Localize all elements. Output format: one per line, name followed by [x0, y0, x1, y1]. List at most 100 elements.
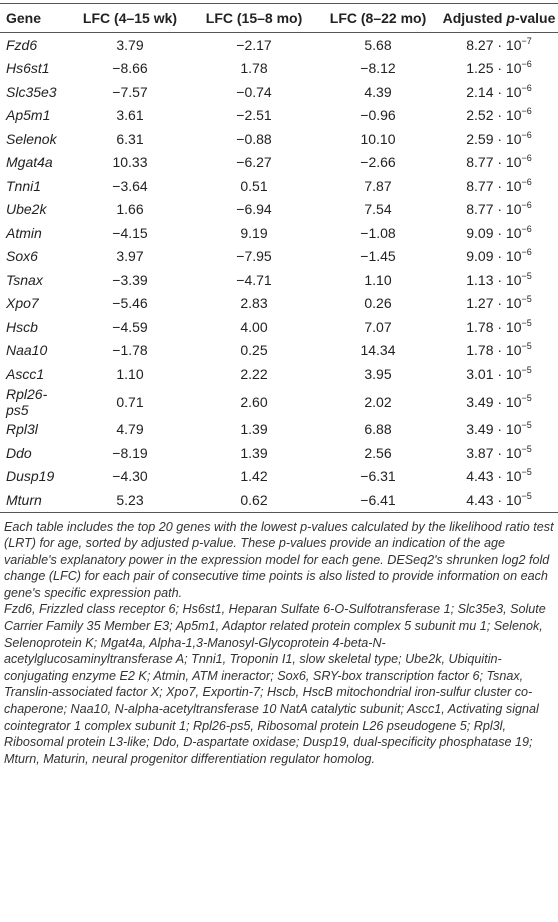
pvalue-cell: 2.52 · 10−6	[440, 104, 558, 128]
gene-cell: Dusp19	[6, 468, 55, 485]
lfc-cell: 2.60	[240, 393, 268, 410]
footnotes: Each table includes the top 20 genes wit…	[0, 513, 558, 768]
table-row: Tsnax −3.39 −4.71 1.10 1.13 · 10−5	[0, 268, 558, 292]
lfc-cell: 10.33	[112, 154, 148, 171]
pvalue-coefficient: 3.49 · 10	[466, 393, 522, 410]
pvalue-exponent: −5	[521, 392, 532, 403]
lfc-cell: −1.45	[360, 248, 396, 265]
lfc-cell: 1.10	[364, 271, 392, 288]
table-row: Ddo −8.19 1.39 2.56 3.87 · 10−5	[0, 441, 558, 465]
lfc-cell: 1.66	[116, 201, 144, 218]
lfc-cell: −6.31	[360, 468, 396, 485]
pvalue-cell: 3.49 · 10−5	[440, 386, 558, 418]
pvalue-coefficient: 3.87 · 10	[466, 444, 522, 461]
lfc-cell: 2.22	[240, 365, 268, 382]
lfc-cell: −2.51	[236, 107, 272, 124]
lfc-cell: 0.71	[116, 393, 144, 410]
pvalue-exponent: −5	[521, 294, 532, 305]
lfc-cell: 3.97	[116, 248, 144, 265]
table-row: Selenok 6.31 −0.88 10.10 2.59 · 10−6	[0, 127, 558, 151]
pvalue-cell: 9.09 · 10−6	[440, 221, 558, 245]
pvalue-exponent: −6	[521, 200, 532, 211]
lfc-cell: 4.00	[240, 318, 268, 335]
gene-cell: Tnni1	[6, 177, 42, 194]
pvalue-coefficient: 2.52 · 10	[466, 107, 522, 124]
lfc-cell: 7.87	[364, 177, 392, 194]
gene-cell: Atmin	[6, 224, 42, 241]
gene-cell: Hscb	[6, 318, 38, 335]
column-header: Gene	[0, 3, 68, 33]
lfc-cell: −5.46	[112, 295, 148, 312]
pvalue-coefficient: 8.77 · 10	[466, 154, 522, 171]
pvalue-exponent: −6	[521, 223, 532, 234]
pvalue-exponent: −5	[521, 364, 532, 375]
pvalue-cell: 8.77 · 10−6	[440, 151, 558, 175]
lfc-cell: −3.64	[112, 177, 148, 194]
table-body: Fzd6 3.79 −2.17 5.68 8.27 · 10−7 Hs6st1 −8.66 1…	[0, 33, 558, 513]
pvalue-coefficient: 2.14 · 10	[466, 83, 522, 100]
pvalue-exponent: −6	[521, 106, 532, 117]
lfc-cell: −4.59	[112, 318, 148, 335]
pvalue-exponent: −5	[521, 420, 532, 431]
gene-cell: Rpl3l	[6, 421, 38, 438]
lfc-cell: −0.88	[236, 130, 272, 147]
column-header: Adjusted p-value	[440, 3, 558, 33]
lfc-cell: 3.95	[364, 365, 392, 382]
pvalue-cell: 8.27 · 10−7	[440, 33, 558, 57]
pvalue-coefficient: 3.49 · 10	[466, 421, 522, 438]
lfc-cell: −0.96	[360, 107, 396, 124]
lfc-cell: 6.88	[364, 421, 392, 438]
pvalue-coefficient: 1.78 · 10	[466, 342, 522, 359]
lfc-cell: 0.62	[192, 488, 316, 513]
lfc-cell: 1.39	[240, 444, 268, 461]
table-row: Ap5m1 3.61 −2.51 −0.96 2.52 · 10−6	[0, 104, 558, 128]
pvalue-coefficient: 3.01 · 10	[466, 365, 522, 382]
lfc-cell: −8.66	[112, 60, 148, 77]
pvalue-cell: 3.01 · 10−5	[440, 362, 558, 386]
table-row: Fzd6 3.79 −2.17 5.68 8.27 · 10−7	[0, 33, 558, 57]
lfc-cell: 7.07	[364, 318, 392, 335]
pvalue-cell: 1.13 · 10−5	[440, 268, 558, 292]
data-table: Gene LFC (4–15 wk) LFC (15–8 mo) LFC (8–22 …	[0, 3, 558, 513]
gene-cell: Ascc1	[6, 365, 45, 382]
table-row: Rpl26-ps5 0.71 2.60 2.02 3.49 · 10−5	[0, 386, 558, 418]
table-row: Naa10 −1.78 0.25 14.34 1.78 · 10−5	[0, 339, 558, 363]
gene-cell: Fzd6	[6, 36, 38, 53]
pvalue-exponent: −5	[521, 317, 532, 328]
lfc-cell: −4.30	[112, 468, 148, 485]
column-header: LFC (8–22 mo)	[316, 3, 440, 33]
lfc-cell: −7.57	[112, 83, 148, 100]
pvalue-exponent: −6	[521, 247, 532, 258]
lfc-cell: 10.10	[360, 130, 396, 147]
pvalue-coefficient: 1.27 · 10	[466, 295, 522, 312]
gene-cell: Slc35e3	[6, 83, 57, 100]
lfc-cell: 6.31	[116, 130, 144, 147]
pvalue-cell: 3.87 · 10−5	[440, 441, 558, 465]
lfc-cell: 4.39	[364, 83, 392, 100]
lfc-cell: −6.94	[236, 201, 272, 218]
table-row: Dusp19 −4.30 1.42 −6.31 4.43 · 10−5	[0, 465, 558, 489]
table-row: Ascc1 1.10 2.22 3.95 3.01 · 10−5	[0, 362, 558, 386]
lfc-cell: 0.26	[364, 295, 392, 312]
table-row: Xpo7 −5.46 2.83 0.26 1.27 · 10−5	[0, 292, 558, 316]
table-row: Slc35e3 −7.57 −0.74 4.39 2.14 · 10−6	[0, 80, 558, 104]
pvalue-coefficient: 1.25 · 10	[466, 60, 522, 77]
lfc-cell: 2.83	[240, 295, 268, 312]
header-row: Gene LFC (4–15 wk) LFC (15–8 mo) LFC (8–22 …	[0, 3, 558, 33]
pvalue-cell: 2.59 · 10−6	[440, 127, 558, 151]
lfc-cell: 3.79	[116, 36, 144, 53]
table-row: Tnni1 −3.64 0.51 7.87 8.77 · 10−6	[0, 174, 558, 198]
pvalue-coefficient: 8.77 · 10	[466, 201, 522, 218]
lfc-cell: −4.71	[236, 271, 272, 288]
lfc-cell: 2.02	[364, 393, 392, 410]
lfc-cell: −3.39	[112, 271, 148, 288]
pvalue-cell: 8.77 · 10−6	[440, 174, 558, 198]
lfc-cell: 7.54	[364, 201, 392, 218]
column-header: LFC (15–8 mo)	[192, 3, 316, 33]
pvalue-cell: 1.25 · 10−6	[440, 57, 558, 81]
lfc-cell: 0.51	[240, 177, 268, 194]
pvalue-cell: 2.14 · 10−6	[440, 80, 558, 104]
pvalue-coefficient: 1.78 · 10	[466, 318, 522, 335]
table-row: Mturn 5.23 0.62 −6.41 4.43 · 10−5	[0, 488, 558, 513]
pvalue-exponent: −5	[521, 443, 532, 454]
